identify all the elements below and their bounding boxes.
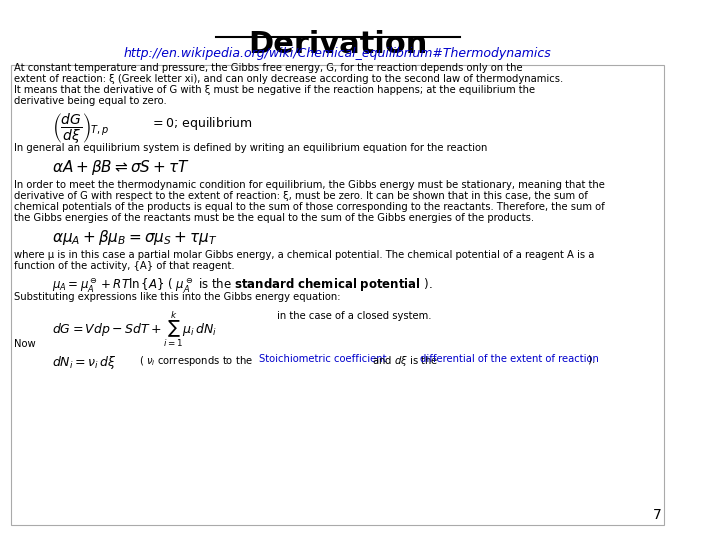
Text: $dG = Vdp - SdT + \sum_{i=1}^{k}\mu_i\,dN_i$: $dG = Vdp - SdT + \sum_{i=1}^{k}\mu_i\,d… (52, 309, 216, 349)
Text: ( $\nu_i$ corresponds to the: ( $\nu_i$ corresponds to the (136, 354, 253, 368)
Text: Derivation: Derivation (248, 30, 428, 59)
Text: derivative being equal to zero.: derivative being equal to zero. (14, 96, 167, 106)
Text: where μ is in this case a partial molar Gibbs energy, a chemical potential. The : where μ is in this case a partial molar … (14, 250, 595, 260)
Text: At constant temperature and pressure, the Gibbs free energy, G, for the reaction: At constant temperature and pressure, th… (14, 63, 523, 73)
Text: differential of the extent of reaction: differential of the extent of reaction (420, 354, 599, 364)
Text: in the case of a closed system.: in the case of a closed system. (276, 311, 431, 321)
Text: In order to meet the thermodynamic condition for equilibrium, the Gibbs energy m: In order to meet the thermodynamic condi… (14, 180, 605, 190)
Text: $\left(\dfrac{dG}{d\xi}\right)_{T,p}$: $\left(\dfrac{dG}{d\xi}\right)_{T,p}$ (52, 111, 109, 145)
Text: $dN_i = \nu_i\,d\xi$: $dN_i = \nu_i\,d\xi$ (52, 354, 116, 371)
Text: extent of reaction: ξ (Greek letter xi), and can only decrease according to the : extent of reaction: ξ (Greek letter xi),… (14, 74, 563, 84)
Text: Substituting expressions like this into the Gibbs energy equation:: Substituting expressions like this into … (14, 292, 341, 302)
Text: It means that the derivative of G with ξ must be negative if the reaction happen: It means that the derivative of G with ξ… (14, 85, 535, 95)
Text: ).: ). (585, 354, 595, 364)
Text: function of the activity, {A} of that reagent.: function of the activity, {A} of that re… (14, 261, 235, 271)
Text: $\alpha\mu_A + \beta\mu_B = \sigma\mu_S + \tau\mu_T$: $\alpha\mu_A + \beta\mu_B = \sigma\mu_S … (52, 228, 217, 247)
Text: Stoichiometric coefficient: Stoichiometric coefficient (259, 354, 387, 364)
Text: $\alpha A + \beta B \rightleftharpoons \sigma S + \tau T$: $\alpha A + \beta B \rightleftharpoons \… (52, 158, 189, 177)
Text: and $d\xi$ is the: and $d\xi$ is the (369, 354, 438, 368)
Text: Now: Now (14, 339, 36, 349)
Text: derivative of G with respect to the extent of reaction: ξ, must be zero. It can : derivative of G with respect to the exte… (14, 191, 588, 201)
Text: $= 0$; equilibrium: $= 0$; equilibrium (150, 115, 253, 132)
Text: the Gibbs energies of the reactants must be the equal to the sum of the Gibbs en: the Gibbs energies of the reactants must… (14, 213, 534, 223)
Text: 7: 7 (652, 508, 662, 522)
Text: $\mu_A = \mu_A^\ominus + RT\ln\{A\}$ ( $\mu_A^\ominus$ is the $\mathbf{standard\: $\mu_A = \mu_A^\ominus + RT\ln\{A\}$ ( $… (52, 276, 432, 294)
Text: chemical potentials of the products is equal to the sum of those corresponding t: chemical potentials of the products is e… (14, 202, 605, 212)
Text: In general an equilibrium system is defined by writing an equilibrium equation f: In general an equilibrium system is defi… (14, 143, 487, 153)
Text: http://en.wikipedia.org/wiki/Chemical_equilibrium#Thermodynamics: http://en.wikipedia.org/wiki/Chemical_eq… (124, 47, 552, 60)
